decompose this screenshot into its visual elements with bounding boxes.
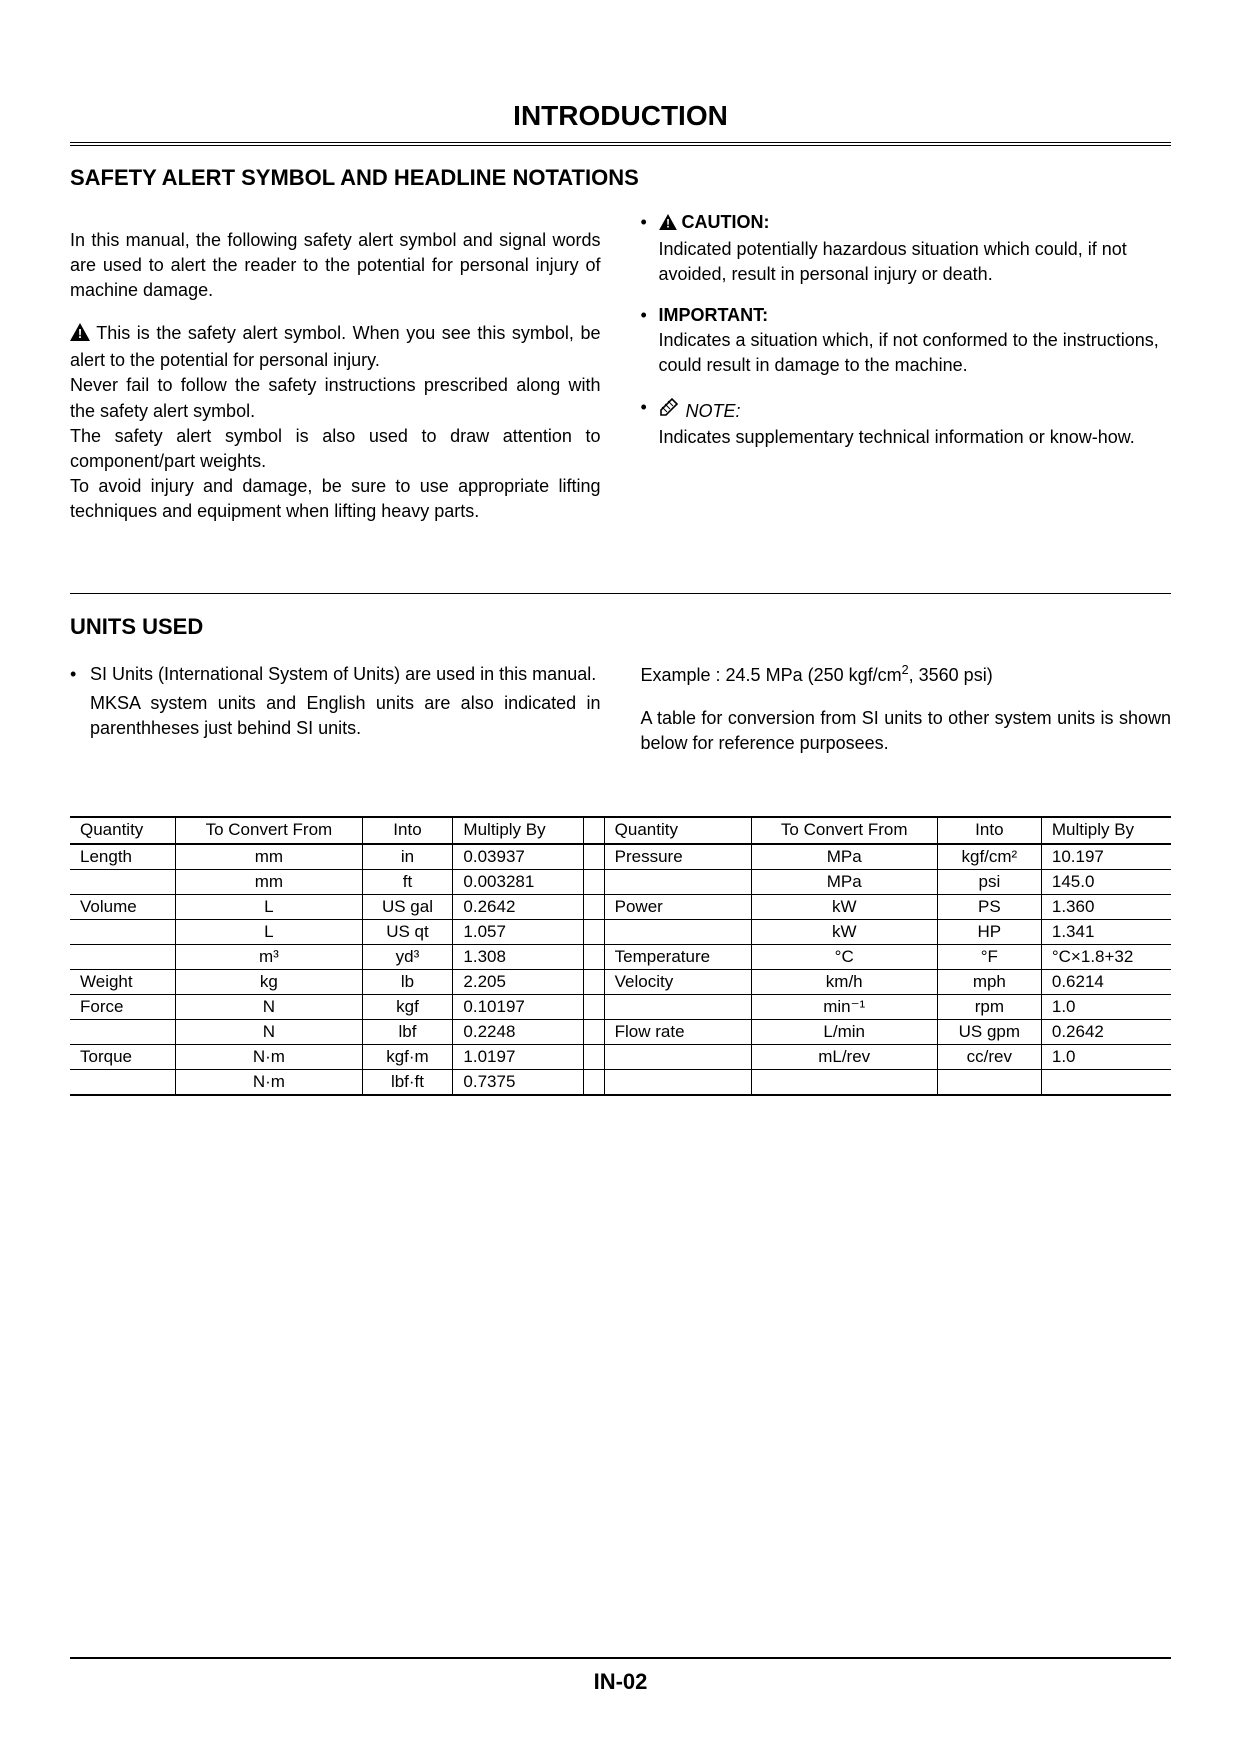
alert-triangle-icon: !	[70, 323, 90, 348]
th-into-left: Into	[362, 817, 453, 843]
table-row: mmft0.003281MPapsi145.0	[70, 869, 1171, 894]
units-bullet-sub: MKSA system units and English units are …	[90, 691, 601, 741]
units-table-note: A table for conversion from SI units to …	[641, 706, 1172, 756]
table-row: ForceNkgf0.10197min⁻¹rpm1.0	[70, 994, 1171, 1019]
squared-sup: 2	[902, 663, 909, 677]
caution-body: Indicated potentially hazardous situatio…	[659, 239, 1127, 284]
note-body: Indicates supplementary technical inform…	[659, 427, 1135, 447]
page-number: IN-02	[0, 1669, 1241, 1695]
th-into-right: Into	[937, 817, 1041, 843]
table-body: Lengthmmin0.03937PressureMPakgf/cm²10.19…	[70, 844, 1171, 1095]
symbol-para1: This is the safety alert symbol. When yo…	[70, 323, 600, 370]
table-row: VolumeLUS gal0.2642PowerkWPS1.360	[70, 894, 1171, 919]
th-from-left: To Convert From	[176, 817, 362, 843]
safety-intro: In this manual, the following safety ale…	[70, 228, 601, 304]
units-example-suffix: , 3560 psi)	[909, 665, 993, 685]
page-title: INTRODUCTION	[70, 100, 1171, 146]
units-example-prefix: Example : 24.5 MPa (250 kgf/cm	[641, 665, 902, 685]
units-example: Example : 24.5 MPa (250 kgf/cm2, 3560 ps…	[641, 662, 1172, 688]
table-row: Weightkglb2.205Velocitykm/hmph0.6214	[70, 969, 1171, 994]
conversion-table: Quantity To Convert From Into Multiply B…	[70, 816, 1171, 1095]
th-mult-right: Multiply By	[1041, 817, 1171, 843]
symbol-para4: To avoid injury and damage, be sure to u…	[70, 476, 601, 521]
table-row: LUS qt1.057kWHP1.341	[70, 919, 1171, 944]
th-from-right: To Convert From	[751, 817, 937, 843]
table-row: N·mlbf·ft0.7375	[70, 1069, 1171, 1095]
table-double-divider	[583, 817, 604, 843]
units-col-left: SI Units (International System of Units)…	[70, 662, 601, 775]
safety-col-left: In this manual, the following safety ale…	[70, 210, 601, 543]
page: INTRODUCTION SAFETY ALERT SYMBOL AND HEA…	[0, 0, 1241, 1755]
note-pencil-icon	[659, 395, 681, 426]
important-body: Indicates a situation which, if not conf…	[659, 330, 1159, 375]
page-footer: IN-02	[0, 1657, 1241, 1695]
symbol-para3: The safety alert symbol is also used to …	[70, 426, 601, 471]
note-head: NOTE:	[686, 401, 741, 421]
th-quantity-right: Quantity	[604, 817, 751, 843]
table-row: Lengthmmin0.03937PressureMPakgf/cm²10.19…	[70, 844, 1171, 870]
symbol-para2: Never fail to follow the safety instruct…	[70, 375, 601, 420]
th-quantity-left: Quantity	[70, 817, 176, 843]
safety-symbol-para: ! This is the safety alert symbol. When …	[70, 321, 601, 525]
units-columns: SI Units (International System of Units)…	[70, 662, 1171, 775]
th-mult-left: Multiply By	[453, 817, 583, 843]
table-row: m³yd³1.308Temperature°C°F°C×1.8+32	[70, 944, 1171, 969]
section-divider	[70, 593, 1171, 594]
table-row: Nlbf0.2248Flow rateL/minUS gpm0.2642	[70, 1019, 1171, 1044]
important-head: IMPORTANT:	[659, 305, 769, 325]
definition-caution: ! CAUTION: Indicated potentially hazardo…	[641, 210, 1172, 288]
table-row: TorqueN·mkgf·m1.0197mL/revcc/rev1.0	[70, 1044, 1171, 1069]
safety-col-right: ! CAUTION: Indicated potentially hazardo…	[641, 210, 1172, 543]
table-header-row: Quantity To Convert From Into Multiply B…	[70, 817, 1171, 843]
definition-note: NOTE: Indicates supplementary technical …	[641, 395, 1172, 451]
definitions-list: ! CAUTION: Indicated potentially hazardo…	[641, 210, 1172, 451]
units-bullet: SI Units (International System of Units)…	[70, 662, 601, 742]
safety-columns: In this manual, the following safety ale…	[70, 210, 1171, 543]
safety-heading: SAFETY ALERT SYMBOL AND HEADLINE NOTATIO…	[70, 164, 1171, 192]
alert-triangle-icon: !	[659, 212, 677, 237]
units-heading: UNITS USED	[70, 614, 1171, 640]
units-col-right: Example : 24.5 MPa (250 kgf/cm2, 3560 ps…	[641, 662, 1172, 775]
definition-important: IMPORTANT: Indicates a situation which, …	[641, 303, 1172, 379]
svg-text:!: !	[78, 326, 82, 341]
caution-head: CAUTION:	[682, 212, 770, 232]
units-bullets: SI Units (International System of Units)…	[70, 662, 601, 742]
svg-text:!: !	[666, 218, 670, 230]
footer-rule	[70, 1657, 1171, 1659]
units-bullet-main: SI Units (International System of Units)…	[90, 664, 596, 684]
